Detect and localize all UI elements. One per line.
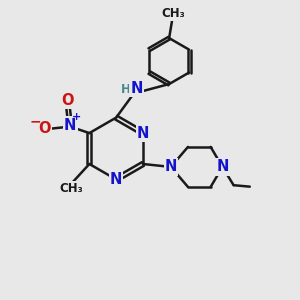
Text: H: H — [121, 83, 130, 96]
Text: −: − — [30, 115, 42, 129]
Text: N: N — [110, 172, 122, 187]
Text: O: O — [38, 122, 51, 136]
Text: CH₃: CH₃ — [162, 8, 185, 20]
Text: N: N — [165, 159, 177, 174]
Text: O: O — [61, 93, 74, 108]
Text: CH₃: CH₃ — [59, 182, 83, 195]
Text: N: N — [216, 159, 229, 174]
Text: N: N — [64, 118, 76, 133]
Text: N: N — [137, 126, 149, 141]
Text: N: N — [130, 81, 143, 96]
Text: +: + — [72, 112, 81, 122]
